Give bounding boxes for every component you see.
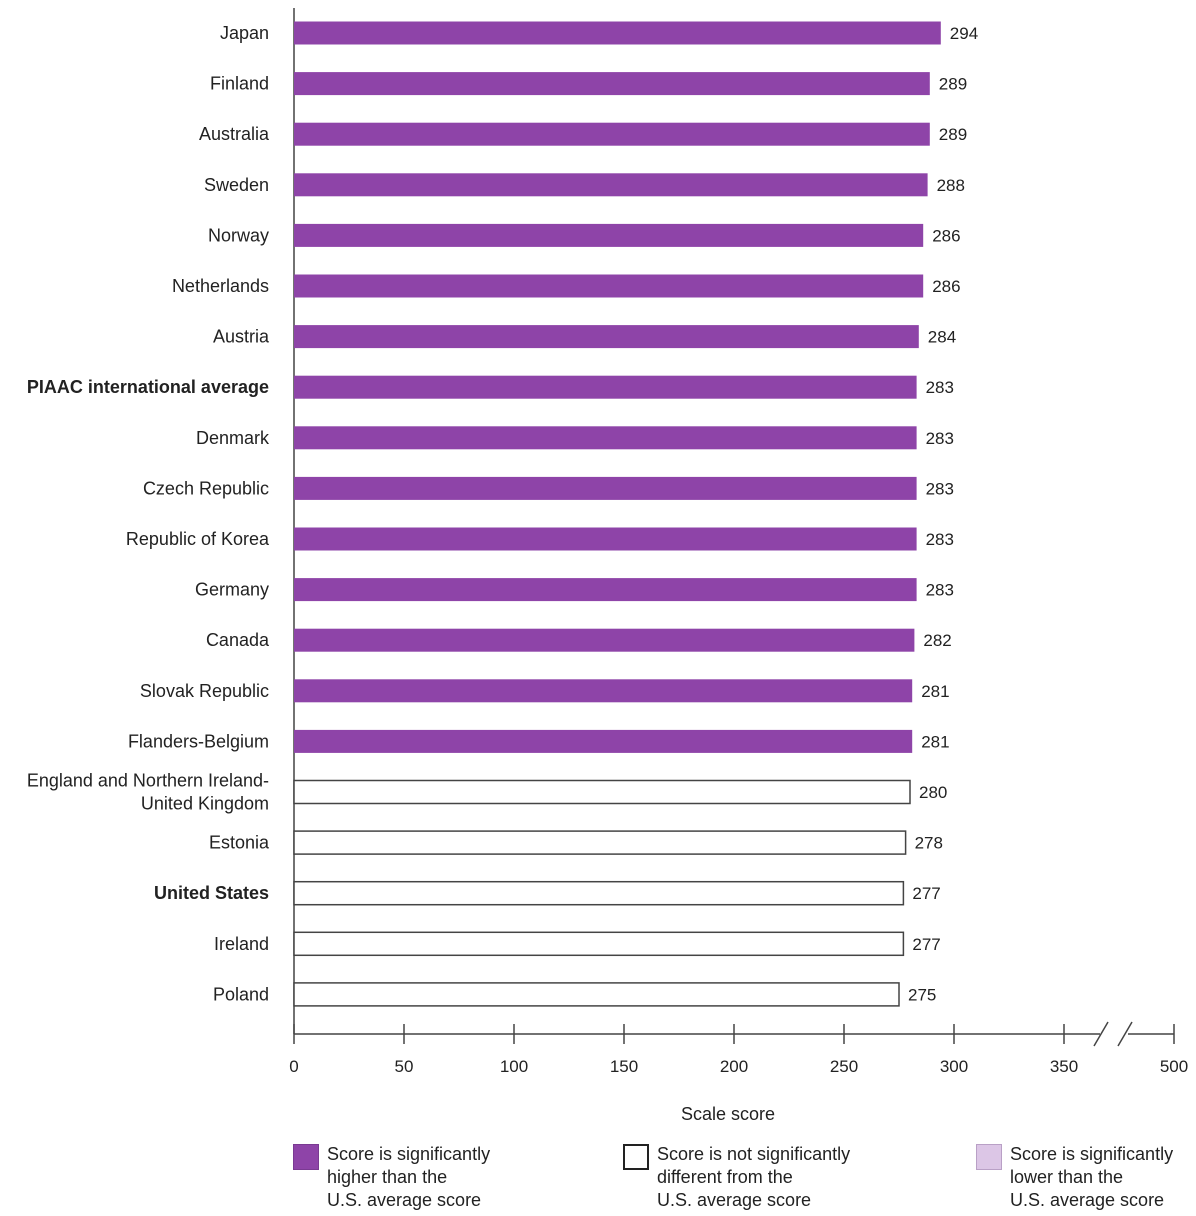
axis-break-mark	[1093, 1021, 1109, 1047]
legend-text-lower: Score is significantly lower than the U.…	[1010, 1143, 1190, 1212]
bar	[294, 426, 917, 450]
legend-text-higher: Score is significantly higher than the U…	[327, 1143, 517, 1212]
x-tick-label: 150	[610, 1057, 638, 1076]
category-label: Norway	[208, 225, 269, 245]
legend-swatch-not-different	[623, 1144, 649, 1170]
data-label: 294	[950, 24, 978, 43]
x-axis-title: Scale score	[681, 1104, 775, 1124]
bar	[293, 779, 911, 805]
category-label: Ireland	[214, 934, 269, 954]
data-label: 283	[926, 378, 954, 397]
legend-text-line: Score is not significantly	[657, 1144, 851, 1164]
category-label: Slovak Republic	[140, 681, 269, 701]
bar	[293, 830, 907, 855]
data-label: 281	[921, 682, 949, 701]
data-label: 284	[928, 328, 956, 347]
bar	[294, 527, 917, 551]
bar	[293, 931, 905, 957]
bar	[294, 476, 917, 500]
legend-text-line: U.S. average score	[657, 1190, 812, 1210]
data-label: 286	[932, 226, 960, 245]
bar	[293, 982, 900, 1007]
x-tick-label: 350	[1050, 1057, 1078, 1076]
data-label: 289	[939, 125, 967, 144]
category-label: Republic of Korea	[126, 529, 270, 549]
bar	[294, 325, 919, 349]
bar	[294, 72, 930, 96]
category-label: Denmark	[196, 428, 270, 448]
category-label: United Kingdom	[141, 794, 269, 814]
category-label: PIAAC international average	[27, 377, 269, 397]
legend-text-line: lower than the	[1010, 1167, 1124, 1187]
category-label: Czech Republic	[143, 478, 269, 498]
data-label: 289	[939, 75, 967, 94]
legend-item-lower: Score is significantly lower than the U.…	[976, 1143, 1190, 1212]
data-label: 288	[937, 176, 965, 195]
bar	[294, 679, 913, 703]
x-tick-label: 0	[289, 1057, 298, 1076]
data-label: 286	[932, 277, 960, 296]
legend-text-line: different from the	[657, 1167, 793, 1187]
legend-swatch-lower	[976, 1144, 1002, 1170]
data-label: 283	[926, 479, 954, 498]
legend-text-line: Score is significantly	[1010, 1144, 1174, 1164]
bar	[294, 274, 924, 298]
category-label: Canada	[206, 630, 270, 650]
legend-swatch-higher	[293, 1144, 319, 1170]
category-label: Japan	[220, 23, 269, 43]
bar	[294, 223, 924, 247]
category-label: Australia	[199, 124, 270, 144]
x-tick-label: 200	[720, 1057, 748, 1076]
data-label: 283	[926, 530, 954, 549]
bar	[294, 375, 917, 399]
legend-text-not-different: Score is not significantly different fro…	[657, 1143, 867, 1212]
data-label: 283	[926, 429, 954, 448]
data-label: 277	[912, 935, 940, 954]
bar	[294, 578, 917, 602]
legend-text-line: Score is significantly	[327, 1144, 491, 1164]
x-tick-label: 250	[830, 1057, 858, 1076]
bar-chart: Japan 294 Finland 289 Australia 289 Sweden 288 N…	[27, 8, 1188, 1124]
category-label: Estonia	[209, 833, 270, 853]
bar	[294, 21, 941, 45]
data-label: 281	[921, 732, 949, 751]
legend-item-not-different: Score is not significantly different fro…	[623, 1143, 867, 1212]
category-label: Flanders-Belgium	[128, 731, 269, 751]
category-label: Sweden	[204, 175, 269, 195]
data-label: 280	[919, 783, 947, 802]
data-label: 282	[923, 631, 951, 650]
category-label: United States	[154, 883, 269, 903]
category-label: Finland	[210, 74, 269, 94]
bar	[294, 729, 913, 753]
bar	[294, 628, 915, 652]
category-label: Germany	[195, 580, 269, 600]
legend-text-line: U.S. average score	[1010, 1190, 1165, 1210]
data-label: 277	[912, 884, 940, 903]
category-label: Austria	[213, 327, 270, 347]
data-label: 278	[915, 834, 943, 853]
x-tick-label: 300	[940, 1057, 968, 1076]
bar	[294, 173, 928, 197]
legend-text-line: U.S. average score	[327, 1190, 482, 1210]
category-label: Poland	[213, 984, 269, 1004]
category-label: Netherlands	[172, 276, 269, 296]
axis-break-mark	[1117, 1021, 1133, 1047]
legend-item-higher: Score is significantly higher than the U…	[293, 1143, 517, 1212]
x-tick-label: 50	[395, 1057, 414, 1076]
data-label: 283	[926, 581, 954, 600]
bar	[293, 880, 905, 906]
category-label: England and Northern Ireland-	[27, 771, 269, 791]
bar	[294, 122, 930, 146]
x-tick-label: 100	[500, 1057, 528, 1076]
legend-text-line: higher than the	[327, 1167, 448, 1187]
data-label: 275	[908, 985, 936, 1004]
x-tick-label: 500	[1160, 1057, 1188, 1076]
